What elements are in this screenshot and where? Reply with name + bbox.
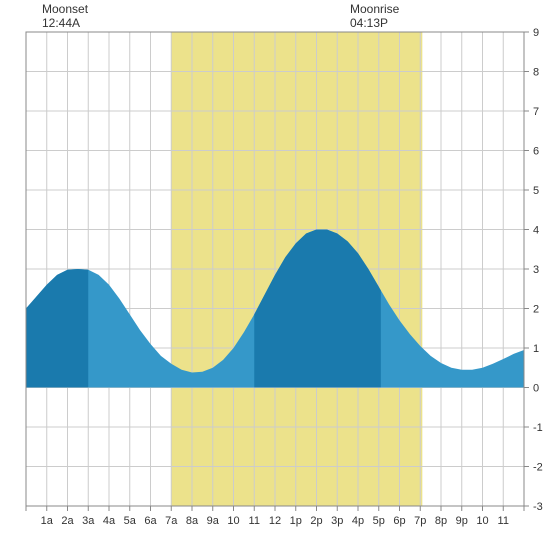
x-tick-label: 11 xyxy=(498,515,509,527)
tide-chart: Moonset 12:44A Moonrise 04:13P -3-2-1012… xyxy=(0,0,550,550)
y-tick-label: 5 xyxy=(533,185,539,197)
chart-svg: -3-2-101234567891a2a3a4a5a6a7a8a9a101112… xyxy=(0,0,550,550)
y-tick-label: -2 xyxy=(533,462,543,474)
x-tick-label: 7p xyxy=(414,515,426,527)
x-tick-label: 7a xyxy=(165,515,178,527)
y-tick-label: 1 xyxy=(533,343,539,355)
x-tick-label: 1a xyxy=(41,515,54,527)
x-tick-label: 2a xyxy=(61,515,74,527)
moonset-label: Moonset xyxy=(42,2,88,16)
y-tick-label: 7 xyxy=(533,106,539,118)
x-tick-label: 8p xyxy=(435,515,447,527)
x-tick-label: 9p xyxy=(456,515,468,527)
x-tick-label: 6a xyxy=(144,515,157,527)
moonset-block: Moonset 12:44A xyxy=(42,2,88,31)
x-tick-label: 2p xyxy=(310,515,322,527)
y-tick-label: -1 xyxy=(533,422,543,434)
y-tick-label: 3 xyxy=(533,264,539,276)
x-tick-label: 9a xyxy=(207,515,220,527)
x-tick-label: 4p xyxy=(352,515,364,527)
x-tick-label: 6p xyxy=(393,515,405,527)
x-tick-label: 3p xyxy=(331,515,343,527)
x-tick-label: 5p xyxy=(373,515,385,527)
x-tick-label: 10 xyxy=(476,515,488,527)
y-tick-label: 6 xyxy=(533,146,539,158)
x-tick-label: 4a xyxy=(103,515,116,527)
y-tick-label: 9 xyxy=(533,27,539,39)
moonset-time: 12:44A xyxy=(42,16,88,30)
y-tick-label: 0 xyxy=(533,383,539,395)
moonrise-time: 04:13P xyxy=(350,16,399,30)
x-tick-label: 5a xyxy=(124,515,137,527)
y-tick-label: -3 xyxy=(533,501,543,513)
x-tick-label: 12 xyxy=(269,515,281,527)
x-tick-label: 8a xyxy=(186,515,199,527)
x-tick-label: 1p xyxy=(290,515,302,527)
moonrise-label: Moonrise xyxy=(350,2,399,16)
moonrise-block: Moonrise 04:13P xyxy=(350,2,399,31)
y-tick-label: 8 xyxy=(533,67,539,79)
x-tick-label: 10 xyxy=(227,515,239,527)
x-tick-label: 11 xyxy=(249,515,260,527)
y-tick-label: 4 xyxy=(533,225,539,237)
y-tick-label: 2 xyxy=(533,304,539,316)
x-tick-label: 3a xyxy=(82,515,95,527)
